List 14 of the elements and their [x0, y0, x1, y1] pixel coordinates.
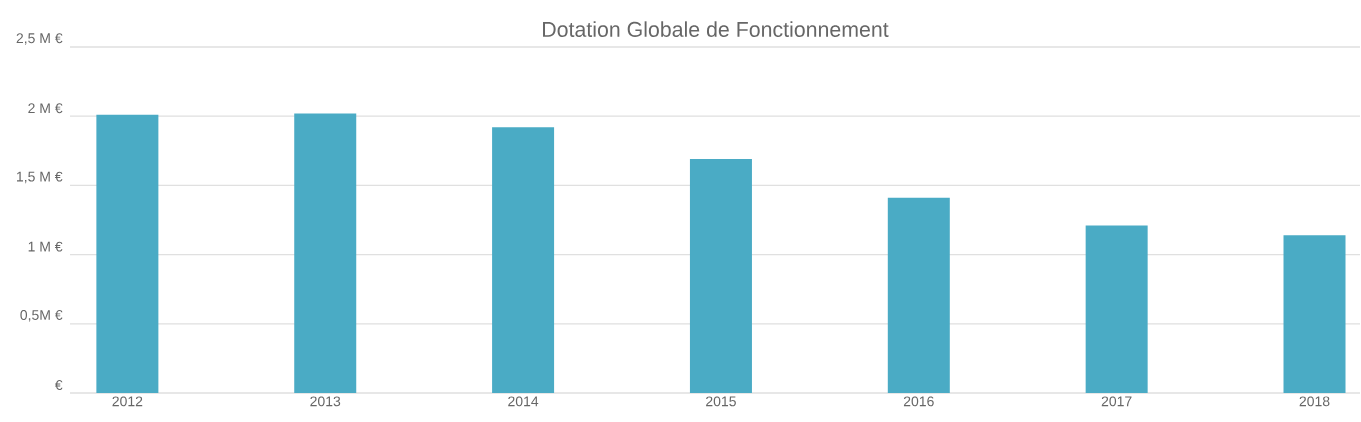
- y-tick-label: 1,5 M €: [17, 171, 63, 184]
- x-tick-label: 2012: [112, 396, 143, 407]
- y-tick-label: 0,5M €: [20, 310, 63, 322]
- x-tick-label: 2013: [310, 396, 341, 407]
- x-tick-label: 2017: [1101, 396, 1132, 407]
- x-tick-label: 2015: [706, 396, 736, 407]
- y-tick-label: €: [54, 380, 63, 390]
- x-tick-label: 2014: [508, 396, 539, 407]
- y-tick-label: 2,5 M €: [16, 33, 63, 45]
- x-tick-label: 2018: [1299, 396, 1330, 407]
- y-tick-label: 2 M €: [28, 103, 63, 114]
- y-tick-label: 1 M €: [28, 241, 63, 252]
- x-tick-label: 2016: [903, 396, 934, 407]
- chart-title: Dotation Globale de Fonctionnement: [543, 21, 889, 37]
